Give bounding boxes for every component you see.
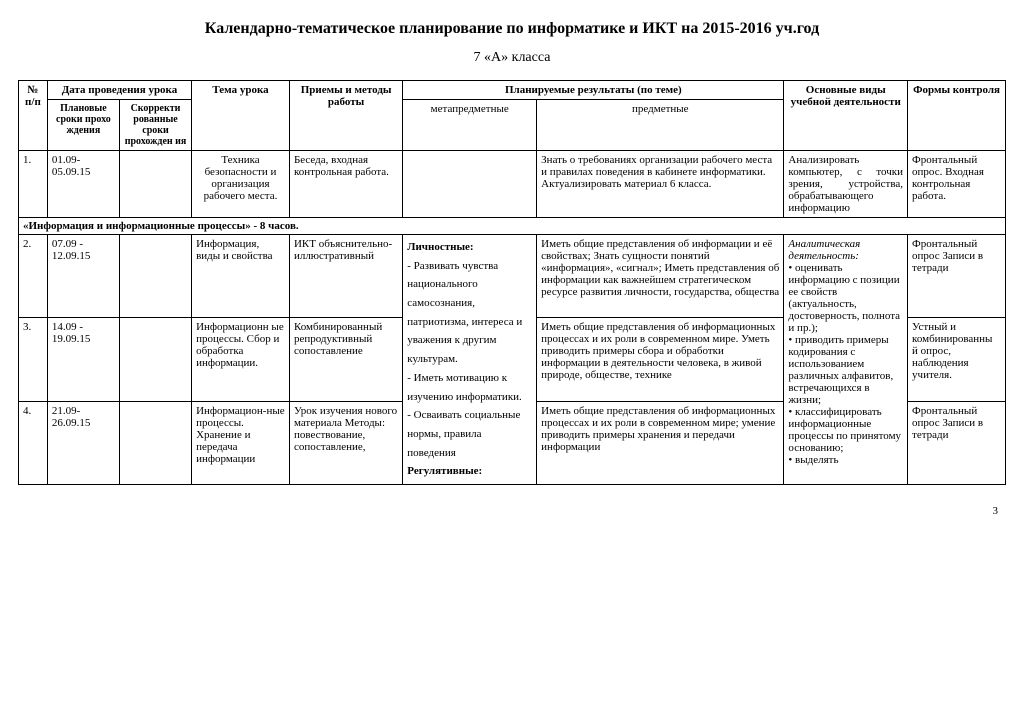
cell-methods: Беседа, входная контрольная работа. [289, 151, 402, 218]
cell-methods: Комбинированный репродуктивный сопоставл… [289, 318, 402, 401]
meta-p2: - Развивать чувства национального самосо… [407, 260, 522, 365]
cell-control: Устный и комбинированны й опрос, наблюде… [908, 318, 1006, 401]
header-control: Формы контроля [908, 81, 1006, 151]
cell-meta [403, 151, 537, 218]
meta-lichnost: Личностные: [407, 241, 473, 253]
header-subject: предметные [537, 100, 784, 151]
header-results-group: Планируемые результаты (по теме) [403, 81, 784, 100]
document-title: Календарно-тематическое планирование по … [18, 20, 1006, 38]
header-meta: метапредметные [403, 100, 537, 151]
header-num: № п/п [19, 81, 48, 151]
cell-num: 1. [19, 151, 48, 218]
cell-date-corr [119, 318, 191, 401]
cell-control: Фронтальный опрос. Входная контрольная р… [908, 151, 1006, 218]
cell-subject: Иметь общие представления об информацион… [537, 401, 784, 484]
header-date-group: Дата проведения урока [47, 81, 191, 100]
section-row: «Информация и информационные процессы» -… [19, 218, 1006, 235]
header-methods: Приемы и методы работы [289, 81, 402, 151]
cell-date: 21.09-26.09.15 [47, 401, 119, 484]
meta-p3: - Иметь мотивацию к изучению информатики… [407, 372, 522, 403]
cell-date: 14.09 - 19.09.15 [47, 318, 119, 401]
cell-subject: Знать о требованиях организации рабочего… [537, 151, 784, 218]
header-date-corr: Скорректи рованные сроки прохожден ия [119, 100, 191, 151]
section-title: «Информация и информационные процессы» -… [19, 218, 1006, 235]
act-b2: • приводить примеры кодирования с исполь… [788, 334, 893, 406]
table-row: 2. 07.09 - 12.09.15 Информация, виды и с… [19, 235, 1006, 318]
meta-p4: - Осваивать социальные нормы, правила по… [407, 409, 520, 458]
plan-table: № п/п Дата проведения урока Тема урока П… [18, 80, 1006, 485]
cell-date: 01.09-05.09.15 [47, 151, 119, 218]
header-topic: Тема урока [192, 81, 290, 151]
cell-date-corr [119, 235, 191, 318]
cell-topic: Информационн ые процессы. Сбор и обработ… [192, 318, 290, 401]
header-activities: Основные виды учебной деятельности [784, 81, 908, 151]
page-number: 3 [18, 505, 1006, 517]
document-subtitle: 7 «А» класса [18, 50, 1006, 66]
cell-activities: Анализировать компьютер, с точки зрения,… [784, 151, 908, 218]
act-b4: • выделять [788, 454, 838, 466]
act-b1: • оценивать информацию с позиции ее свой… [788, 262, 900, 334]
cell-subject: Иметь общие представления об информации … [537, 235, 784, 318]
header-date-plan: Плановые сроки прохо ждения [47, 100, 119, 151]
cell-methods: ИКТ объяснительно-иллюстративный [289, 235, 402, 318]
table-row: 1. 01.09-05.09.15 Техника безопасности и… [19, 151, 1006, 218]
cell-control: Фронтальный опрос Записи в тетради [908, 401, 1006, 484]
cell-topic: Информация, виды и свойства [192, 235, 290, 318]
cell-methods: Урок изучения нового материала Методы: п… [289, 401, 402, 484]
cell-subject: Иметь общие представления об информацион… [537, 318, 784, 401]
cell-num: 4. [19, 401, 48, 484]
cell-activities-shared: Аналитическая деятельность: • оценивать … [784, 235, 908, 485]
cell-date-corr [119, 151, 191, 218]
cell-date: 07.09 - 12.09.15 [47, 235, 119, 318]
cell-num: 3. [19, 318, 48, 401]
meta-reg: Регулятивные: [407, 465, 482, 477]
cell-num: 2. [19, 235, 48, 318]
cell-meta-shared: Личностные: - Развивать чувства национал… [403, 235, 537, 485]
cell-topic: Техника безопасности и организация рабоч… [192, 151, 290, 218]
act-b3: • классифицировать информационные процес… [788, 406, 901, 454]
act-head: Аналитическая деятельность: [788, 238, 860, 262]
cell-topic: Информацион-ные процессы. Хранение и пер… [192, 401, 290, 484]
cell-control: Фронтальный опрос Записи в тетради [908, 235, 1006, 318]
cell-date-corr [119, 401, 191, 484]
